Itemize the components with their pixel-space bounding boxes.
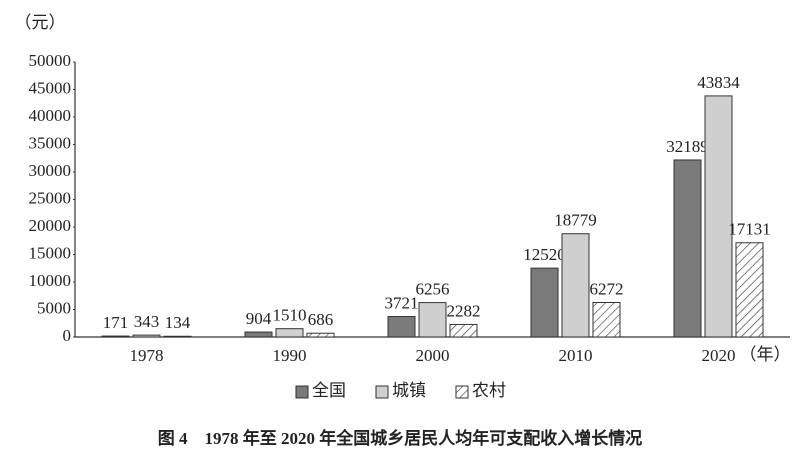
bar	[101, 335, 130, 338]
data-label: 32189	[666, 137, 709, 156]
y-tick-label: 45000	[29, 78, 72, 97]
bar	[673, 159, 702, 338]
bar	[592, 302, 621, 338]
legend-swatch	[375, 385, 389, 399]
y-tick-label: 20000	[29, 216, 72, 235]
bar	[132, 334, 161, 338]
data-label: 171	[103, 313, 129, 332]
y-tick-label: 5000	[37, 298, 71, 317]
x-tick-label: 1978	[130, 346, 164, 365]
y-tick-label: 40000	[29, 106, 72, 125]
x-axis-label: （年）	[740, 345, 791, 364]
y-tick-label: 25000	[29, 188, 72, 207]
bar	[418, 302, 447, 338]
x-tick-label: 2020	[702, 346, 736, 365]
y-tick-label: 50000	[29, 51, 72, 70]
bar	[244, 331, 273, 338]
legend-label: 农村	[472, 381, 506, 400]
chart-title: 图 4 1978 年至 2020 年全国城乡居民人均年可支配收入增长情况	[158, 428, 643, 448]
data-label: 3721	[385, 293, 419, 312]
y-tick-label: 35000	[29, 133, 72, 152]
bar	[561, 233, 590, 338]
bar	[735, 242, 764, 338]
data-label: 134	[165, 313, 191, 332]
data-label: 904	[246, 309, 272, 328]
legend-swatch	[455, 385, 469, 399]
data-label: 6272	[590, 279, 624, 298]
data-label: 686	[308, 310, 334, 329]
y-tick-label: 0	[63, 326, 72, 345]
data-label: 6256	[416, 279, 450, 298]
legend-swatch	[295, 385, 309, 399]
y-axis-label: （元）	[15, 13, 66, 32]
y-tick-label: 30000	[29, 161, 72, 180]
y-tick-label: 10000	[29, 271, 72, 290]
data-label: 1510	[273, 306, 307, 325]
legend-label: 全国	[312, 381, 346, 400]
legend-label: 城镇	[392, 381, 426, 400]
x-tick-label: 2000	[416, 346, 450, 365]
data-label: 2282	[447, 301, 481, 320]
data-label: 343	[134, 312, 160, 331]
data-label: 18779	[554, 211, 597, 230]
bar	[704, 95, 733, 338]
data-label: 43834	[697, 73, 740, 92]
data-label: 17131	[728, 220, 771, 239]
bar	[275, 328, 304, 338]
bar	[449, 323, 478, 338]
x-tick-label: 2010	[559, 346, 593, 365]
x-tick-label: 1990	[273, 346, 307, 365]
y-tick-label: 15000	[29, 243, 72, 262]
bar	[530, 267, 559, 338]
bar	[387, 316, 416, 338]
bar	[163, 335, 192, 338]
data-label: 12520	[523, 245, 566, 264]
bar	[306, 332, 335, 338]
